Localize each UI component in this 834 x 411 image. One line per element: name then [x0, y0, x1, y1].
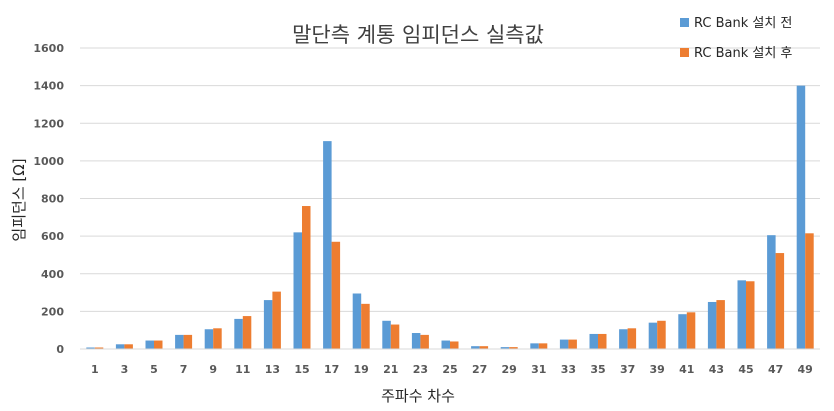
bar-before-27	[471, 346, 480, 349]
bar-after-13	[272, 291, 281, 349]
bar-before-49	[796, 85, 806, 349]
bar-before-43	[707, 301, 717, 349]
bar-after-41	[686, 312, 696, 349]
bar-after-19	[361, 303, 370, 349]
bar-before-5	[145, 340, 154, 349]
legend-label: RC Bank 설치 후	[694, 46, 792, 61]
y-tick-label: 0	[56, 343, 64, 356]
legend-label: RC Bank 설치 전	[694, 16, 792, 31]
bar-before-13	[263, 300, 273, 349]
x-tick-label: 31	[531, 363, 546, 376]
x-tick-label: 27	[472, 363, 487, 376]
bar-after-37	[627, 328, 637, 349]
bars	[86, 85, 814, 349]
legend-swatch	[680, 18, 689, 27]
bar-after-49	[805, 233, 814, 349]
y-tick-label: 1200	[33, 117, 64, 130]
bar-after-45	[746, 281, 755, 349]
legend-swatch	[680, 48, 689, 57]
x-tick-label: 3	[121, 363, 129, 376]
bar-after-9	[213, 328, 222, 349]
bar-before-21	[382, 320, 391, 349]
bar-after-11	[242, 316, 252, 349]
x-tick-label: 21	[383, 363, 398, 376]
bar-before-15	[293, 232, 302, 349]
bar-after-1	[94, 347, 104, 349]
bar-before-1	[86, 347, 95, 349]
bar-before-41	[678, 314, 687, 349]
bar-after-3	[124, 344, 133, 349]
x-tick-label: 5	[150, 363, 158, 376]
bar-before-9	[204, 329, 214, 349]
bar-before-37	[619, 329, 628, 349]
legend: RC Bank 설치 전 RC Bank 설치 후	[680, 16, 792, 61]
bar-before-45	[737, 280, 746, 349]
bar-after-17	[331, 241, 341, 349]
bar-after-33	[568, 339, 577, 349]
bar-after-29	[509, 347, 518, 349]
y-tick-label: 200	[41, 305, 64, 318]
x-tick-label: 25	[442, 363, 457, 376]
bar-before-39	[648, 322, 658, 349]
bar-before-33	[559, 339, 569, 349]
bar-after-27	[479, 346, 489, 349]
bar-before-7	[175, 334, 184, 349]
x-tick-label: 11	[235, 363, 250, 376]
bar-after-43	[716, 300, 725, 349]
bar-before-31	[530, 343, 539, 349]
bar-before-35	[589, 333, 598, 349]
chart-title: 말단측 계통 임피던스 실측값	[292, 23, 544, 47]
bar-before-3	[115, 344, 125, 349]
x-tick-label: 19	[354, 363, 369, 376]
bar-after-25	[450, 341, 459, 349]
x-tick-label: 35	[590, 363, 605, 376]
x-tick-label: 29	[502, 363, 517, 376]
bar-before-17	[323, 141, 332, 349]
bar-after-31	[538, 343, 548, 349]
x-tick-label: 37	[620, 363, 635, 376]
x-tick-label: 13	[265, 363, 280, 376]
gridlines	[80, 47, 820, 312]
bar-after-39	[657, 320, 666, 349]
y-tick-label: 800	[41, 193, 64, 206]
bar-after-21	[390, 324, 400, 349]
y-tick-label: 400	[41, 268, 64, 281]
x-tick-label: 9	[209, 363, 217, 376]
y-axis-ticks: 0 200 400 600 800 1000 1200 1400 1600	[33, 42, 64, 356]
x-tick-label: 41	[679, 363, 694, 376]
bar-after-5	[154, 340, 163, 349]
x-tick-label: 7	[180, 363, 188, 376]
x-tick-label: 17	[324, 363, 339, 376]
y-tick-label: 1000	[33, 155, 64, 168]
bar-before-25	[441, 340, 450, 349]
x-tick-label: 15	[294, 363, 309, 376]
x-tick-label: 33	[561, 363, 576, 376]
bar-before-19	[352, 293, 362, 349]
bar-after-7	[183, 334, 193, 349]
bar-before-29	[500, 347, 510, 349]
x-tick-label: 1	[91, 363, 99, 376]
bar-after-15	[302, 206, 311, 349]
y-tick-label: 1600	[33, 42, 64, 55]
y-tick-label: 1400	[33, 80, 64, 93]
y-tick-label: 600	[41, 230, 64, 243]
x-tick-label: 23	[413, 363, 428, 376]
bar-after-23	[420, 334, 429, 349]
x-tick-label: 49	[798, 363, 813, 376]
y-axis-title: 임피던스 [Ω]	[10, 158, 28, 241]
bar-after-35	[598, 333, 607, 349]
x-tick-label: 43	[709, 363, 724, 376]
x-tick-label: 47	[768, 363, 783, 376]
bar-before-47	[767, 235, 776, 349]
x-tick-label: 45	[738, 363, 753, 376]
bar-after-47	[775, 253, 785, 349]
x-axis-title: 주파수 차수	[381, 387, 455, 405]
bar-before-23	[411, 333, 421, 349]
bar-before-11	[234, 318, 243, 349]
x-axis-ticks: 1 3 5 7 9 11 13 15 17 19 21 23 25 27 29 31 33 35 37 39 41 43 4…	[91, 363, 813, 376]
x-tick-label: 39	[650, 363, 665, 376]
